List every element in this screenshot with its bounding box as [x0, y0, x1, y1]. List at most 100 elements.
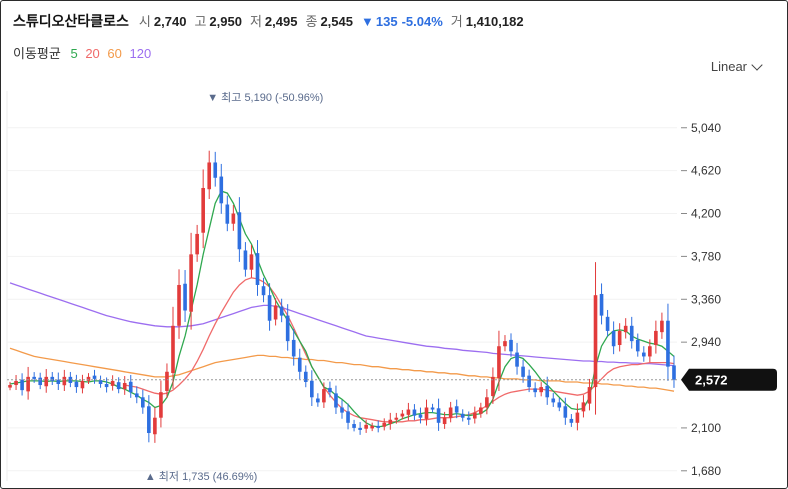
candle-body: [32, 376, 36, 379]
candle-body: [515, 352, 519, 367]
y-tick-label: 2,940: [691, 335, 721, 349]
candle-body: [225, 204, 230, 224]
high-annotation: ▼ 최고 5,190 (-50.96%): [207, 91, 323, 104]
candle-body: [551, 398, 556, 403]
change-percent: -5.04%: [401, 14, 443, 29]
candle-body: [448, 407, 453, 418]
candle-body: [261, 286, 266, 296]
ma-5-label[interactable]: 5: [70, 46, 78, 61]
last-price-label: 2,572: [695, 373, 728, 388]
open-value: 2,740: [153, 14, 187, 29]
open-label: 시: [138, 14, 151, 29]
candle-body: [285, 315, 290, 342]
candle-body: [654, 330, 658, 346]
stock-name: 스튜디오산타클로스: [13, 13, 129, 29]
candle-body: [195, 233, 199, 255]
candle-body: [116, 382, 121, 390]
candle-body: [86, 376, 91, 381]
annotations: ▼ 최고 5,190 (-50.96%) ▲ 최저 1,735 (46.69%): [145, 91, 323, 483]
candle-body: [14, 380, 18, 386]
candle-body: [503, 341, 507, 347]
candle-body: [122, 382, 127, 390]
ma-60-label[interactable]: 60: [107, 46, 122, 61]
candle-body: [436, 408, 441, 423]
change-value: 135: [375, 14, 398, 29]
close-value: 2,545: [320, 14, 353, 29]
candle-body: [183, 283, 187, 311]
candle-body: [454, 406, 459, 413]
scale-dropdown-label: Linear: [710, 59, 747, 74]
candle-body: [201, 187, 205, 233]
candle-body: [611, 330, 616, 347]
candle-body: [412, 409, 417, 416]
candle-body: [539, 387, 543, 393]
scale-dropdown[interactable]: Linear: [710, 58, 763, 74]
candle-body: [279, 306, 284, 316]
candle-body: [177, 284, 181, 326]
candle-body: [291, 339, 296, 357]
ma60-line: [9, 347, 675, 392]
candle-body: [472, 412, 477, 419]
candle-body: [141, 397, 145, 408]
candle-body: [533, 388, 537, 393]
candles: [8, 150, 676, 443]
ma120-line: [9, 282, 675, 367]
candle-body: [38, 377, 43, 386]
ma-120-label[interactable]: 120: [129, 46, 152, 61]
candle-body: [358, 427, 362, 430]
candle-body: [165, 371, 169, 391]
quote-header: 스튜디오산타클로스 시 2,740 고 2,950 저 2,495 종 2,54…: [13, 11, 532, 31]
candle-body: [388, 419, 393, 425]
candle-body: [110, 380, 115, 386]
candle-body: [80, 380, 85, 389]
candle-body: [346, 411, 350, 423]
candle-body: [237, 212, 242, 250]
candle-body: [485, 397, 489, 408]
candle-body: [74, 381, 79, 388]
candle-body: [424, 407, 429, 419]
candle-body: [273, 305, 278, 320]
candle-body: [219, 176, 224, 204]
close-label: 종: [305, 14, 318, 29]
candle-body: [460, 413, 465, 418]
candle-body: [581, 402, 586, 412]
candle-body: [62, 376, 67, 386]
candle-body: [617, 330, 622, 346]
last-price-box: [681, 368, 777, 391]
candle-body: [641, 352, 646, 357]
low-label: 저: [249, 14, 262, 29]
candle-body: [267, 295, 272, 321]
candle-body: [68, 376, 73, 383]
low-annotation: ▲ 최저 1,735 (46.69%): [145, 470, 257, 483]
candle-body: [352, 424, 356, 428]
candle-body: [599, 293, 604, 316]
candle-body: [370, 425, 374, 429]
candle-body: [189, 254, 193, 312]
candle-body: [171, 325, 175, 373]
moving-average-legend: 이동평균 5 20 60 120: [13, 43, 155, 62]
y-tick-label: 5,040: [691, 121, 721, 135]
candle-body: [340, 407, 344, 413]
candle-body: [92, 375, 97, 379]
candle-body: [316, 398, 320, 403]
candle-body: [479, 407, 483, 414]
candle-body: [243, 250, 248, 270]
candle-body: [400, 413, 405, 417]
candle-body: [466, 417, 471, 420]
y-tick-label: 4,200: [691, 207, 721, 221]
low-value: 2,495: [264, 14, 298, 29]
candle-body: [310, 380, 314, 398]
candle-body: [545, 385, 550, 398]
candle-body: [249, 254, 254, 270]
candle-body: [575, 412, 580, 423]
candle-body: [593, 295, 598, 388]
candle-body: [666, 320, 670, 367]
candle-body: [629, 325, 634, 342]
candle-body: [382, 422, 387, 427]
y-tick-label: 1,680: [691, 464, 721, 478]
last-price-marker: 2,572: [7, 368, 777, 391]
candle-body: [128, 381, 133, 393]
ma-20-label[interactable]: 20: [85, 46, 100, 61]
candle-body: [394, 417, 399, 420]
